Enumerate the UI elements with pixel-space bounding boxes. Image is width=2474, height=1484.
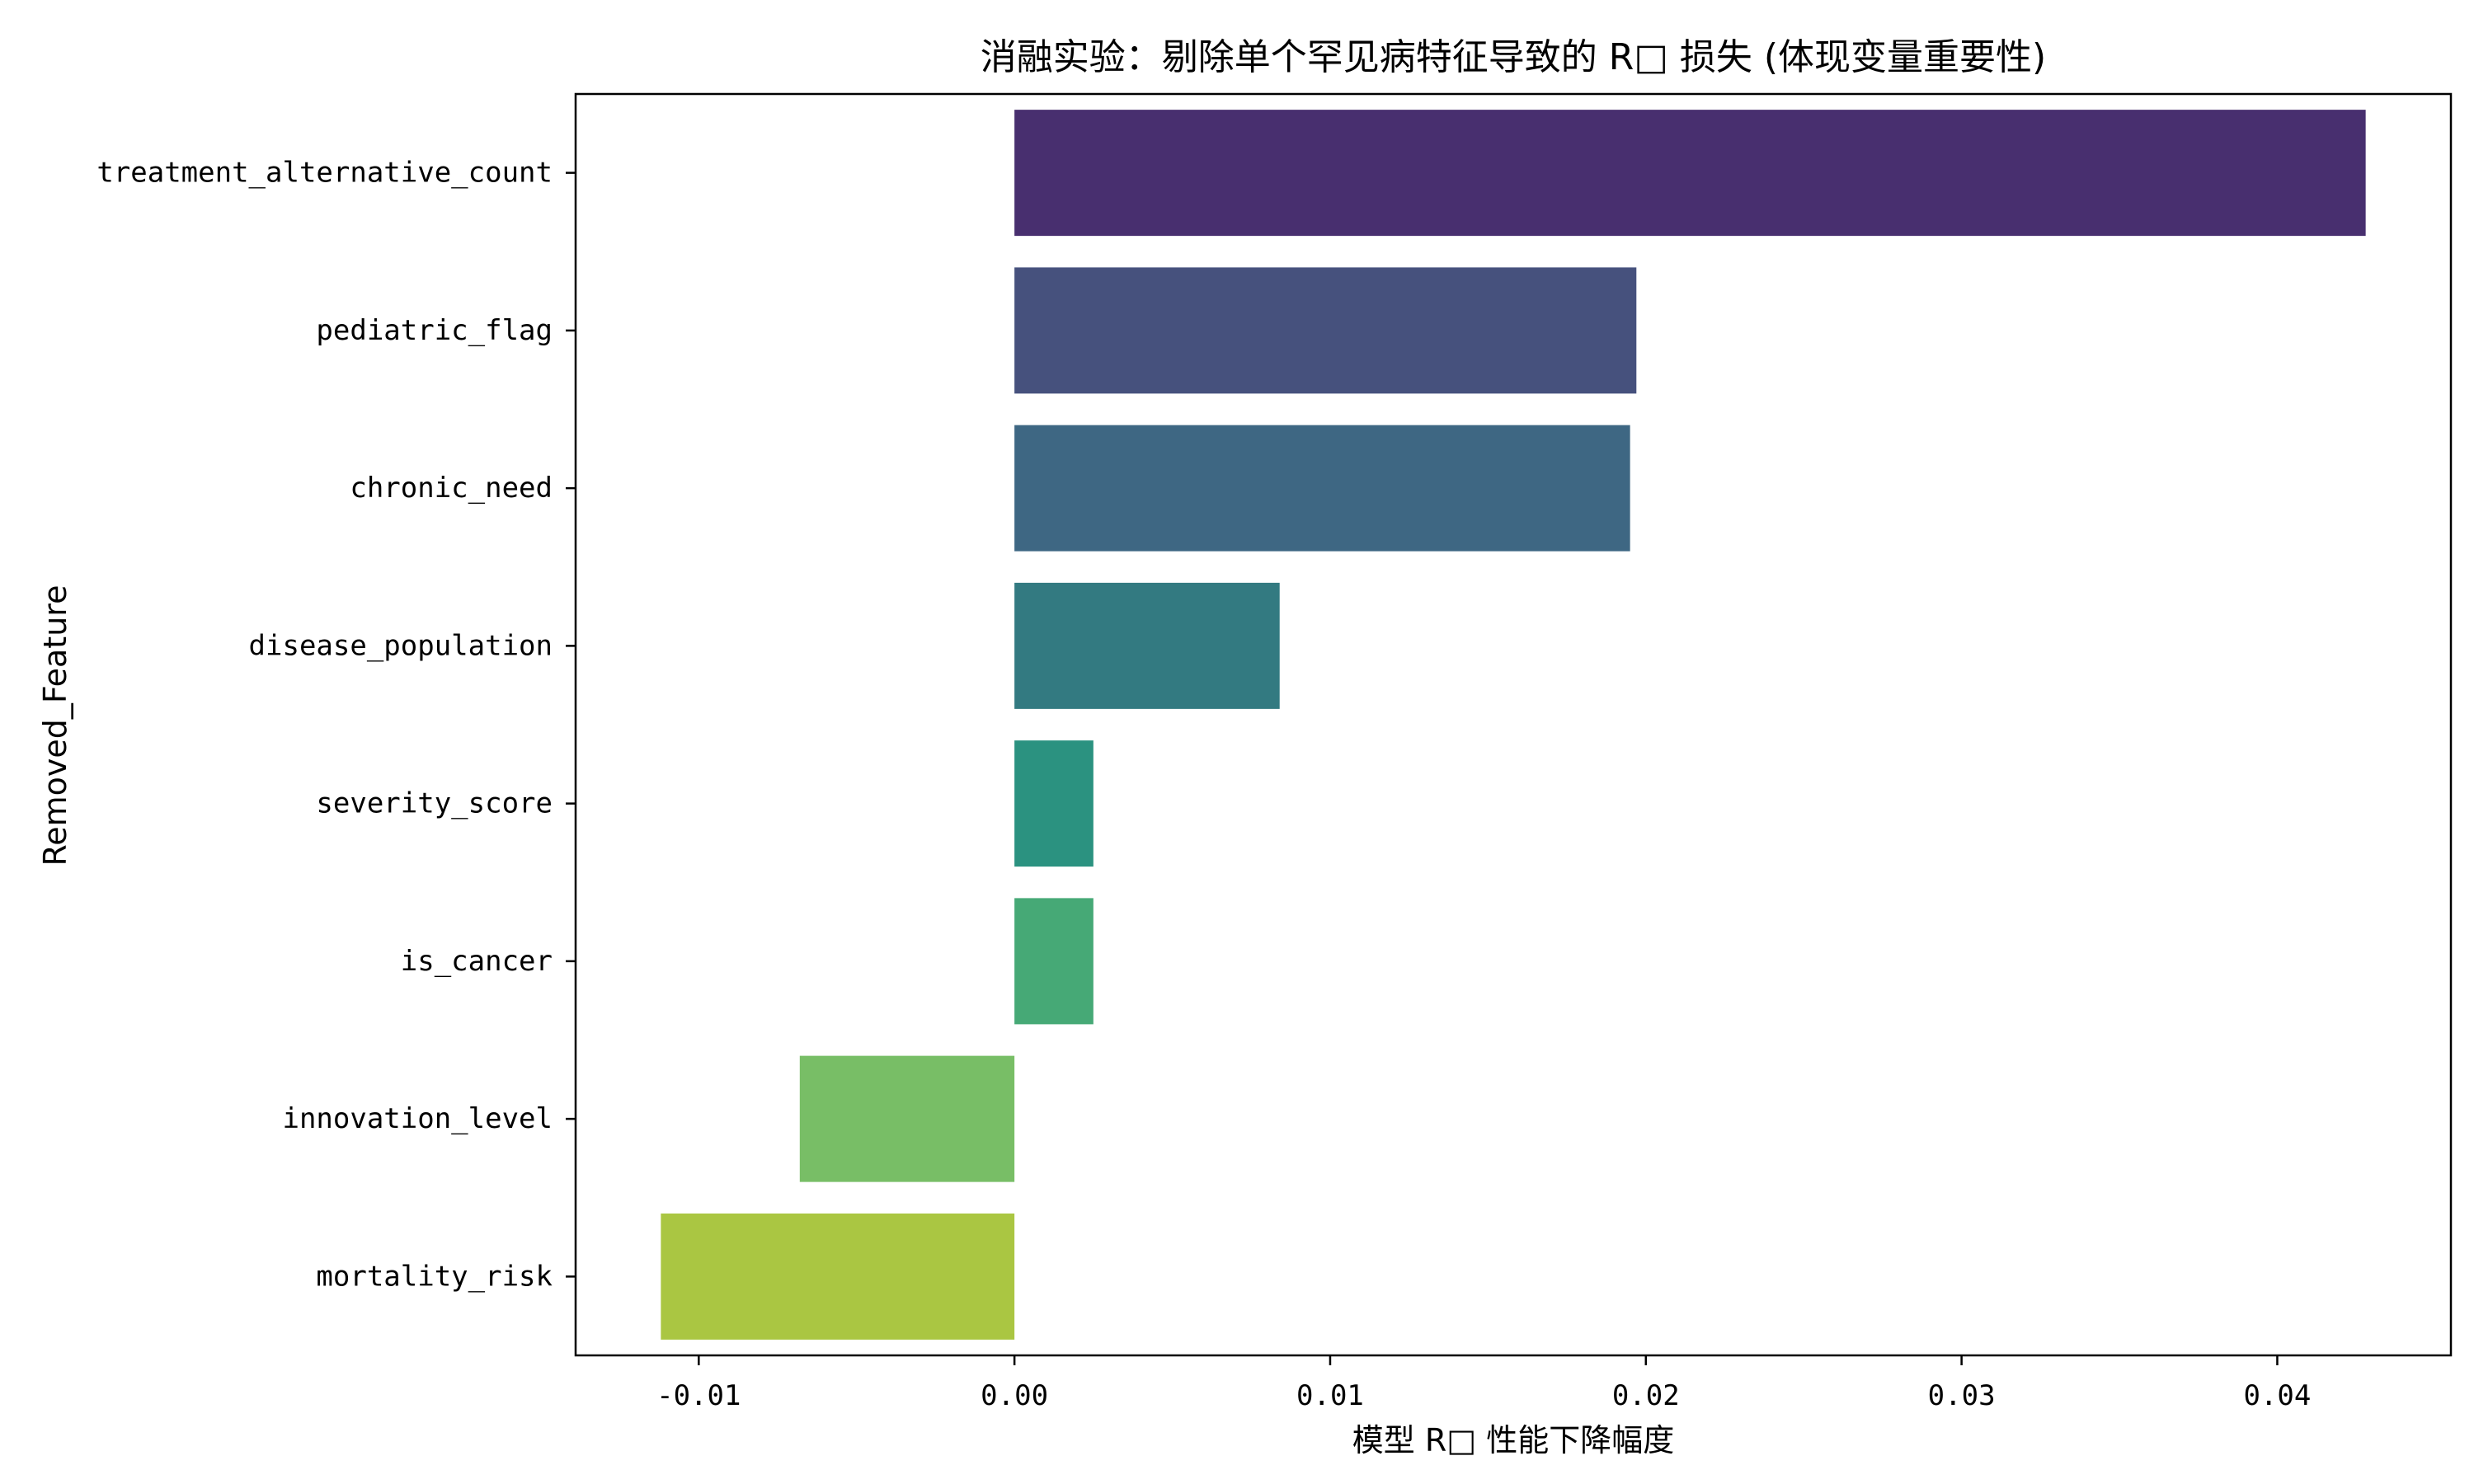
- x-axis-ticks: -0.01 0.00 0.01 0.02 0.03 0.04: [656, 1355, 2311, 1412]
- bar-disease-population: [1014, 582, 1280, 709]
- bar-mortality-risk: [661, 1213, 1015, 1340]
- bar-chronic-need: [1014, 425, 1630, 552]
- y-tick-label: mortality_risk: [316, 1260, 553, 1293]
- x-tick-label: 0.02: [1612, 1379, 1680, 1412]
- x-tick-label: 0.01: [1296, 1379, 1364, 1412]
- y-tick-label: severity_score: [316, 787, 553, 820]
- chart-title: 消融实验：剔除单个罕见病特征导致的 R□ 损失 (体现变量重要性): [981, 36, 2046, 78]
- x-axis-label: 模型 R□ 性能下降幅度: [1352, 1422, 1674, 1458]
- y-tick-label: is_cancer: [401, 945, 553, 978]
- bar-severity-score: [1014, 740, 1094, 867]
- y-tick-label: chronic_need: [350, 472, 553, 505]
- x-tick-label: -0.01: [656, 1379, 741, 1412]
- x-tick-label: 0.00: [981, 1379, 1048, 1412]
- bar-group: [661, 110, 2366, 1340]
- y-tick-label: disease_population: [249, 629, 553, 662]
- x-tick-label: 0.04: [2243, 1379, 2311, 1412]
- bar-pediatric-flag: [1014, 267, 1637, 394]
- bar-is-cancer: [1014, 898, 1094, 1025]
- plot-frame: [574, 92, 2453, 1357]
- y-axis-label: Removed_Feature: [37, 585, 73, 866]
- x-tick-label: 0.03: [1928, 1379, 1996, 1412]
- y-tick-label: treatment_alternative_count: [96, 157, 553, 190]
- y-tick-label: innovation_level: [282, 1102, 553, 1135]
- bar-innovation-level: [799, 1055, 1015, 1182]
- y-tick-label: pediatric_flag: [316, 314, 553, 347]
- bar-treatment-alternative-count: [1014, 110, 2366, 237]
- y-axis-ticks: treatment_alternative_count pediatric_fla…: [96, 157, 576, 1293]
